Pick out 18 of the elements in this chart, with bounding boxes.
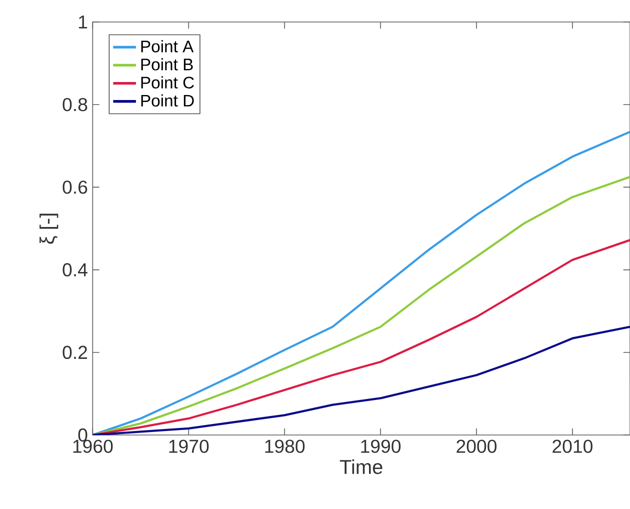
x-tick-label: 2010 — [552, 440, 592, 453]
y-tick-label: 0.8 — [62, 98, 88, 112]
legend-label: Point C — [141, 76, 194, 89]
x-axis-title: Time — [340, 459, 382, 474]
x-tick-label: 1990 — [361, 440, 401, 453]
y-axis-title: ξ [-] — [40, 214, 58, 244]
x-tick-label: 1960 — [73, 440, 113, 453]
x-tick-label: 1970 — [169, 440, 209, 453]
y-tick-label: 0 — [78, 428, 88, 442]
x-tick-label: 1980 — [265, 440, 305, 453]
x-tick-label: 2000 — [456, 440, 497, 453]
legend-label: Point B — [141, 58, 193, 70]
y-tick-label: 0.6 — [62, 180, 88, 194]
y-tick-label: 0.2 — [62, 346, 88, 360]
legend-label: Point A — [141, 40, 194, 52]
legend-label: Point D — [141, 94, 194, 107]
y-tick-label: 0.4 — [62, 263, 88, 276]
y-tick-label: 1 — [78, 16, 88, 28]
